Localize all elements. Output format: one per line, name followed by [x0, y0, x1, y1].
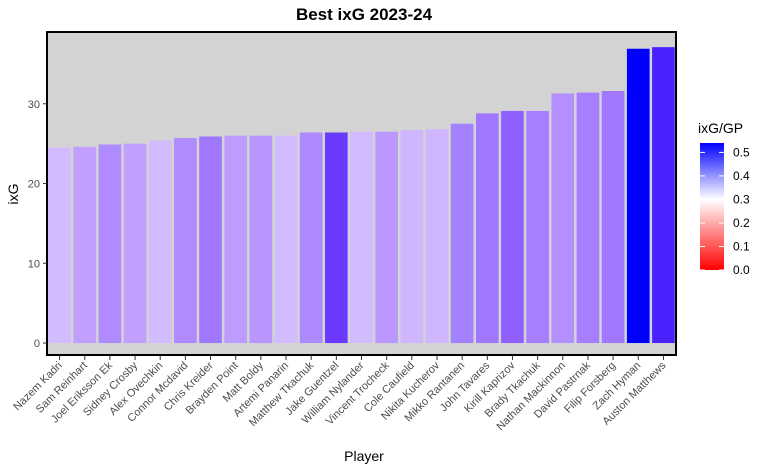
bar — [350, 131, 373, 344]
y-tick-label: 0 — [34, 338, 40, 350]
bar — [576, 92, 600, 344]
bar — [375, 131, 398, 344]
legend-tick-label: 0.5 — [733, 145, 750, 159]
bar — [325, 132, 348, 344]
legend: ixG/GP 0.0 0.1 0.2 0.3 0.4 0.5 — [698, 120, 750, 277]
legend-colorbar — [700, 143, 724, 270]
legend-tick-label: 0.4 — [733, 169, 750, 183]
bar — [501, 110, 524, 344]
bar — [98, 144, 122, 344]
bar — [123, 143, 147, 344]
y-axis-label: ixG — [5, 184, 21, 205]
legend-tick-label: 0.3 — [733, 192, 750, 206]
y-tick-label: 30 — [28, 99, 40, 111]
bar — [199, 136, 222, 344]
bar — [626, 48, 650, 344]
bar — [551, 93, 575, 344]
legend-tick-label: 0.1 — [733, 239, 750, 253]
y-tick-label: 10 — [28, 258, 40, 270]
bar — [400, 130, 424, 344]
bar — [249, 135, 273, 344]
bar — [73, 146, 97, 344]
legend-tick-label: 0.2 — [733, 216, 750, 230]
x-axis-label: Player — [344, 448, 384, 464]
bar — [299, 132, 323, 344]
bar — [148, 140, 172, 344]
bar — [526, 110, 549, 344]
bar — [174, 138, 197, 344]
legend-tick-label: 0.0 — [733, 263, 750, 277]
bar — [224, 135, 248, 344]
bar — [425, 129, 449, 344]
bar — [274, 135, 298, 344]
legend-title: ixG/GP — [698, 120, 743, 136]
bar — [601, 91, 625, 344]
bar — [48, 147, 71, 344]
bar — [475, 113, 499, 344]
chart-title: Best ixG 2023-24 — [296, 5, 433, 24]
bar — [450, 123, 474, 344]
bar — [652, 47, 675, 344]
y-tick-label: 20 — [28, 179, 40, 191]
